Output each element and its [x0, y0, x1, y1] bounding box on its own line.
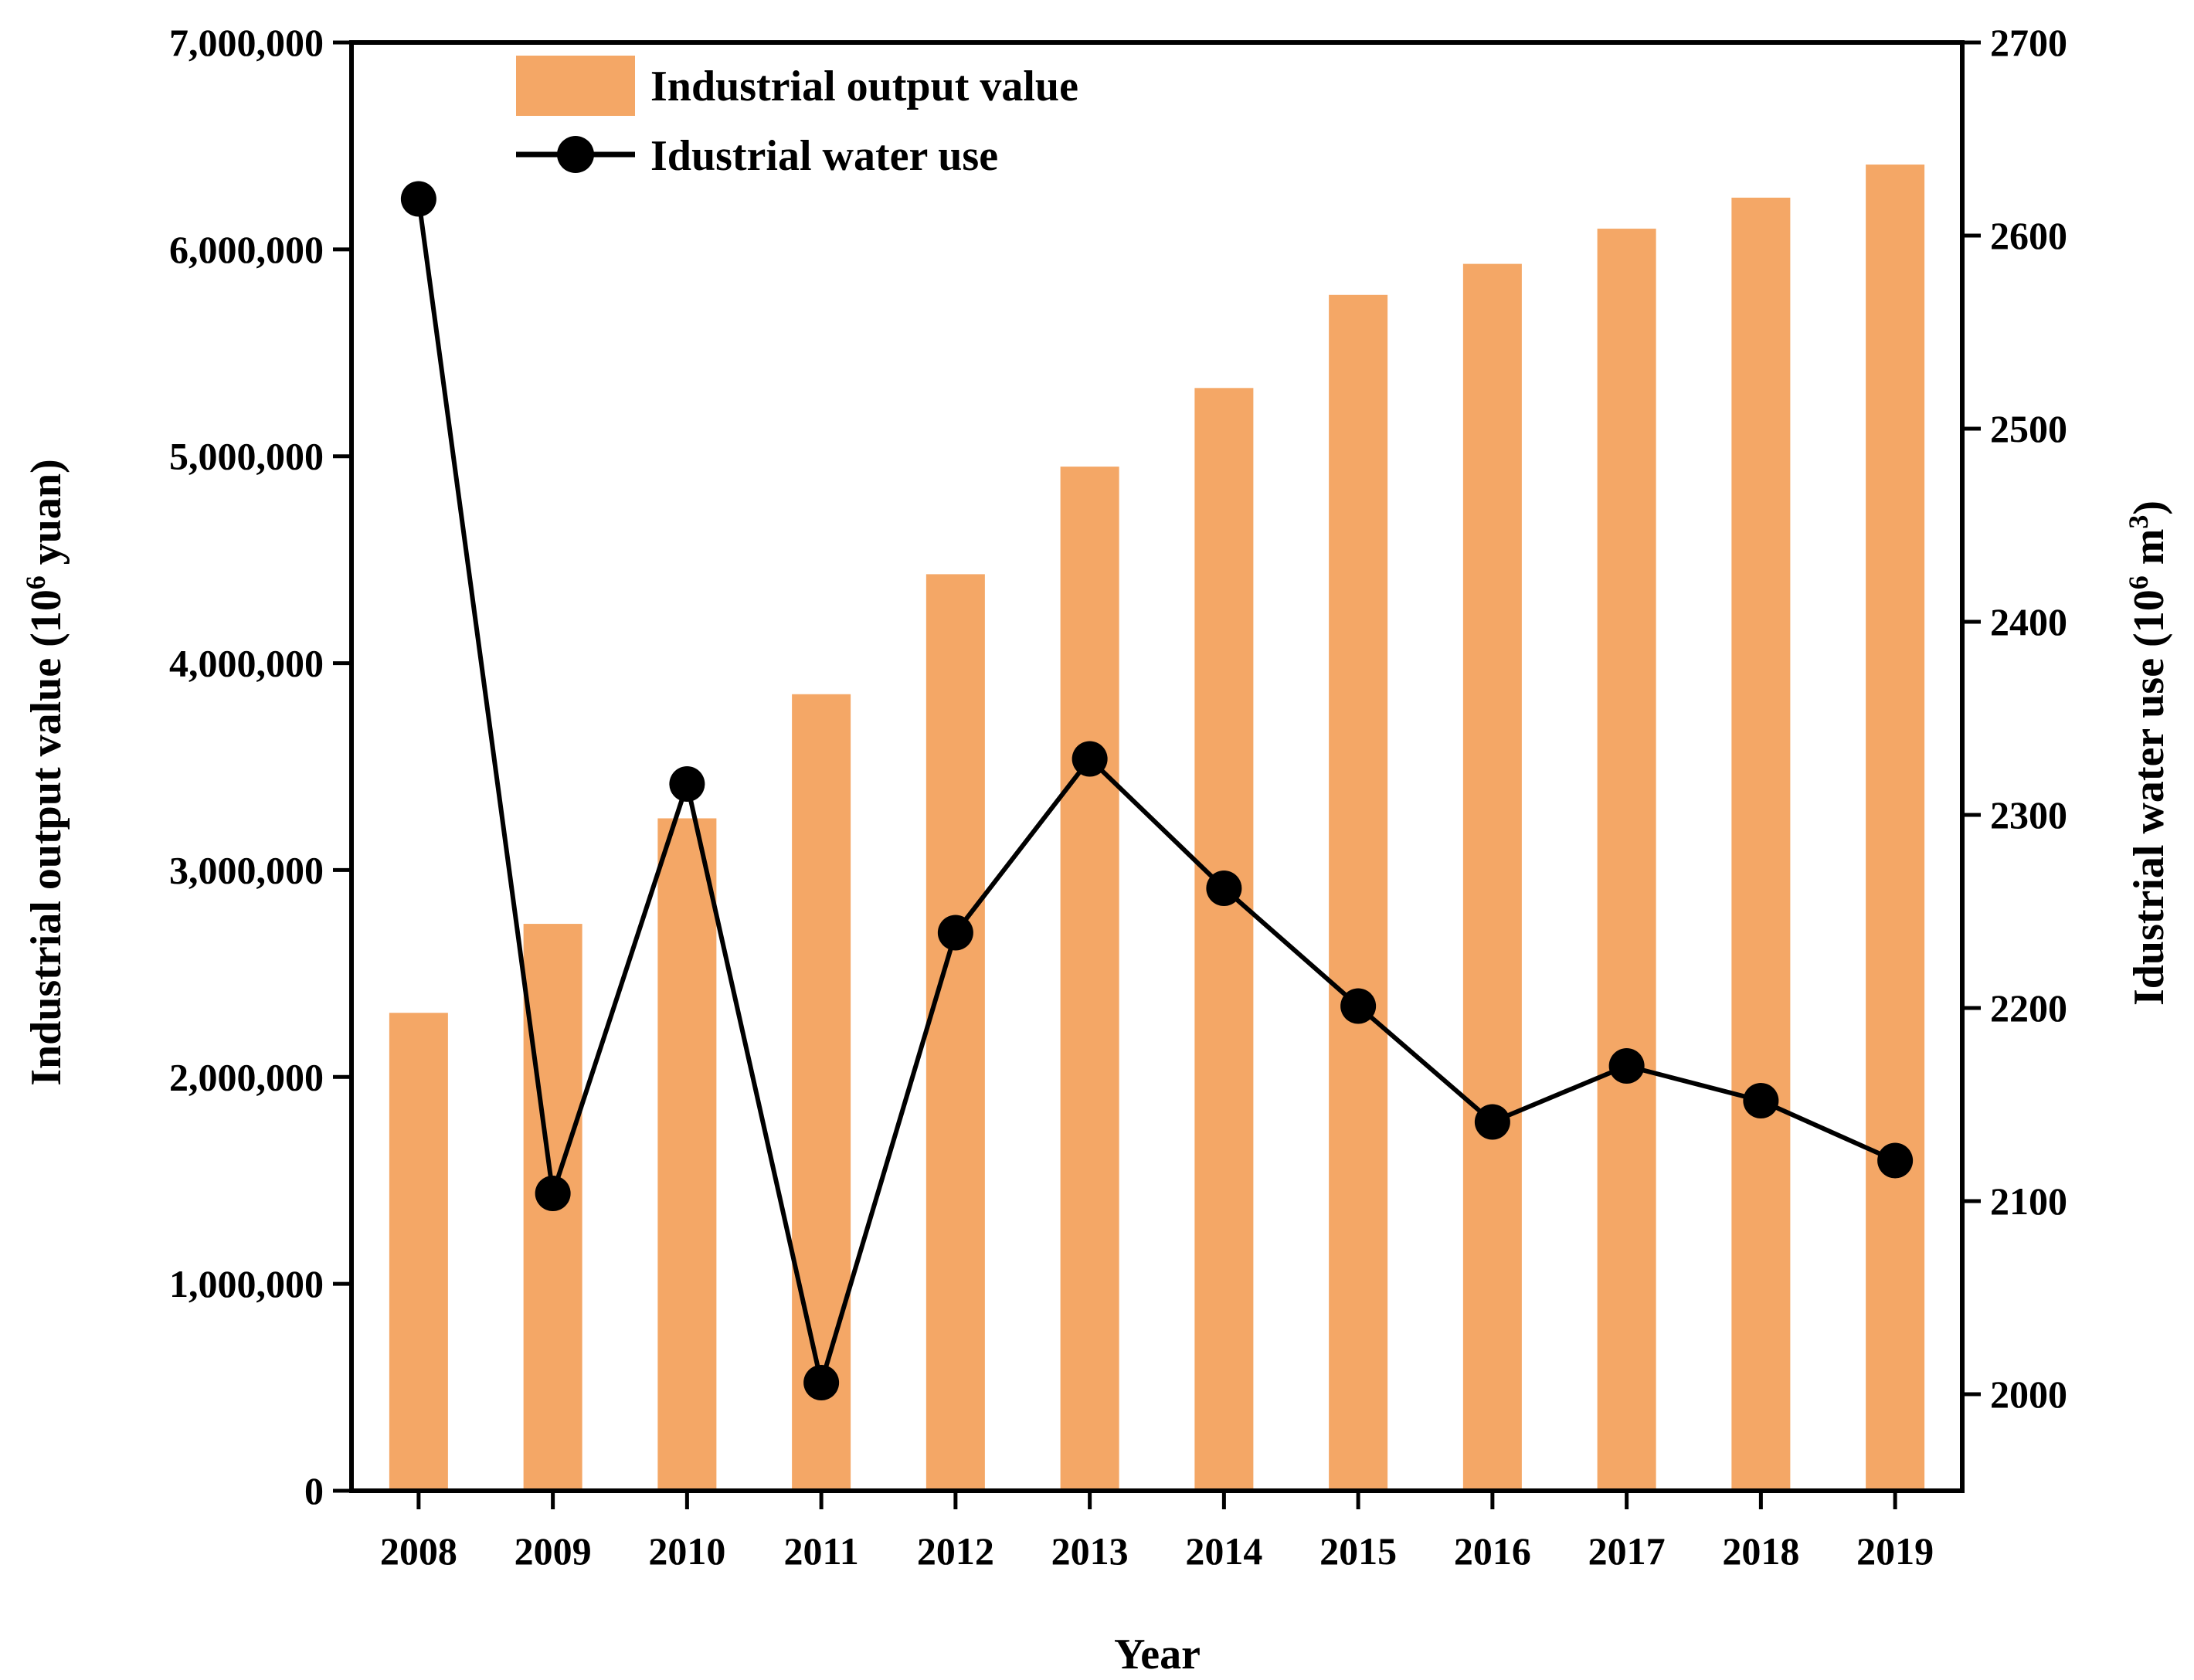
left-tick-label-6: 6,000,000	[169, 228, 324, 271]
x-tick-label-2019: 2019	[1856, 1529, 1934, 1573]
right-axis-title: Idustrial water use (106 m3)	[2123, 501, 2173, 1006]
bar-2018	[1731, 197, 1791, 1492]
water-use-point-2014	[1206, 871, 1242, 906]
x-tick-label-2010: 2010	[648, 1529, 725, 1573]
left-tick-label-1: 1,000,000	[169, 1262, 324, 1305]
x-tick-label-2016: 2016	[1454, 1529, 1531, 1573]
bar-2012	[925, 574, 985, 1492]
right-tick-label-0: 2000	[1990, 1373, 2067, 1416]
left-tick-label-2: 2,000,000	[169, 1055, 324, 1098]
line-layer	[400, 181, 1914, 1400]
legend: Industrial output value Idustrial water …	[516, 56, 1078, 180]
left-tick-label-0: 0	[304, 1469, 324, 1512]
x-tick-label-2012: 2012	[917, 1529, 994, 1573]
bar-2011	[792, 694, 851, 1491]
right-tick-label-3: 2300	[1990, 793, 2067, 837]
water-use-point-2018	[1743, 1083, 1779, 1118]
water-use-point-2016	[1474, 1104, 1510, 1140]
water-use-point-2010	[669, 766, 705, 802]
bar-2014	[1194, 388, 1254, 1492]
legend-swatch-output	[516, 56, 635, 116]
right-tick-label-2: 2200	[1990, 986, 2067, 1030]
right-tick-label-6: 2600	[1990, 214, 2067, 257]
x-tick-label-2014: 2014	[1185, 1529, 1262, 1573]
bar-2015	[1329, 294, 1388, 1492]
right-tick-label-5: 2500	[1990, 407, 2067, 450]
water-use-point-2015	[1340, 988, 1377, 1024]
left-tick-label-4: 4,000,000	[169, 642, 324, 685]
left-tick-label-7: 7,000,000	[169, 21, 324, 64]
x-tick-label-2009: 2009	[515, 1529, 592, 1573]
bar-2013	[1060, 467, 1119, 1491]
water-use-point-2013	[1072, 741, 1108, 777]
left-tick-label-5: 5,000,000	[169, 435, 324, 478]
bar-2010	[657, 818, 717, 1491]
right-tick-label-1: 2100	[1990, 1179, 2067, 1223]
x-tick-label-2011: 2011	[784, 1529, 859, 1573]
right-tick-label-4: 2400	[1990, 600, 2067, 643]
plot-frame	[349, 40, 1965, 1493]
left-tick-label-3: 3,000,000	[169, 848, 324, 891]
bar-2008	[389, 1013, 448, 1491]
legend-label-output: Industrial output value	[650, 63, 1078, 110]
water-use-point-2017	[1608, 1048, 1645, 1084]
water-use-line	[416, 199, 1897, 1385]
bar-2019	[1866, 165, 1925, 1491]
left-axis-title: Industrial output value (106 yuan)	[20, 459, 70, 1086]
bars-layer	[389, 165, 1925, 1492]
legend-swatch-water-marker	[557, 136, 594, 173]
x-tick-label-2008: 2008	[380, 1529, 457, 1573]
legend-label-water: Idustrial water use	[650, 132, 998, 180]
x-tick-label-2018: 2018	[1722, 1529, 1799, 1573]
water-use-point-2008	[400, 181, 436, 217]
water-use-point-2009	[535, 1176, 571, 1211]
x-tick-label-2017: 2017	[1588, 1529, 1666, 1573]
water-use-point-2019	[1877, 1142, 1914, 1179]
water-use-point-2011	[803, 1365, 840, 1400]
x-axis-title: Year	[1114, 1631, 1201, 1678]
x-tick-label-2015: 2015	[1319, 1529, 1397, 1573]
bar-2017	[1597, 229, 1656, 1492]
x-tick-label-2013: 2013	[1051, 1529, 1129, 1573]
water-use-point-2012	[937, 915, 973, 951]
right-tick-label-7: 2700	[1990, 21, 2067, 64]
axes-layer: 0 1,000,000 2,000,000 3,000,000 4,000,000 5,0…	[169, 21, 2067, 1573]
bar-2016	[1462, 263, 1522, 1491]
